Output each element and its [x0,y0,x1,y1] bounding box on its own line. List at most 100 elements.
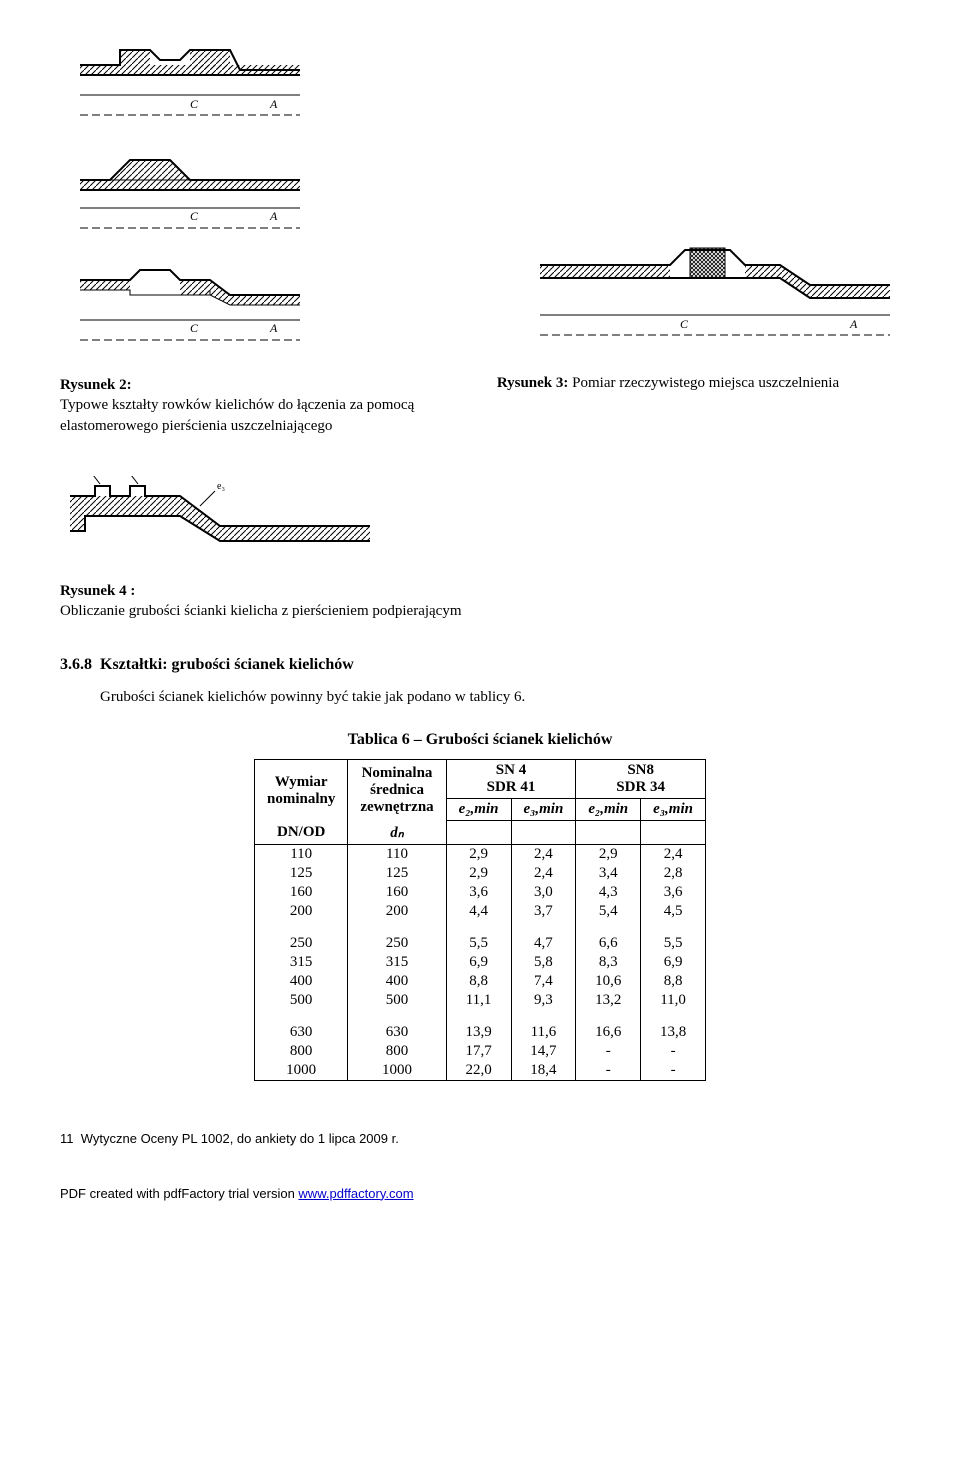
pdf-text: PDF created with pdfFactory trial versio… [60,1186,298,1201]
th-e2a: e₂,min [446,799,511,821]
pdf-link[interactable]: www.pdffactory.com [298,1186,413,1201]
table-cell: 500 [348,991,446,1010]
svg-text:e₁: e₁ [85,476,93,477]
table-6: Wymiar nominalny Nominalna średnica zewn… [254,759,706,1081]
table-cell: 1000 [255,1061,348,1081]
table-cell: 5,8 [511,953,576,972]
table-cell: 16,6 [576,1010,641,1042]
section-title: Kształtki: grubości ścianek kielichów [100,656,354,673]
table-body: 1101102,92,42,92,41251252,92,43,42,81601… [255,844,706,1080]
svg-text:e₃: e₃ [217,481,225,492]
table-cell: 9,3 [511,991,576,1010]
table-cell: 125 [348,864,446,883]
table-cell: 18,4 [511,1061,576,1081]
table-cell: 22,0 [446,1061,511,1081]
footer: 11 Wytyczne Oceny PL 1002, do ankiety do… [60,1131,900,1146]
table-cell: 4,5 [641,902,706,921]
table-cell: 11,0 [641,991,706,1010]
table-cell: 13,2 [576,991,641,1010]
table-cell: 13,8 [641,1010,706,1042]
table-cell: 800 [255,1042,348,1061]
fig4-caption: Rysunek 4 : Obliczanie grubości ścianki … [60,581,900,622]
table-row: 1101102,92,42,92,4 [255,844,706,864]
section-body: Grubości ścianek kielichów powinny być t… [100,689,900,706]
svg-text:C: C [190,209,199,223]
table-cell: 6,6 [576,921,641,953]
table-row: 1251252,92,43,42,8 [255,864,706,883]
footer-page: 11 [60,1131,74,1146]
svg-text:C: C [190,321,199,335]
table-cell: 8,3 [576,953,641,972]
table-cell: 4,7 [511,921,576,953]
table-cell: 315 [348,953,446,972]
table-row: 63063013,911,616,613,8 [255,1010,706,1042]
table-cell: - [641,1042,706,1061]
table-row: 3153156,95,88,36,9 [255,953,706,972]
table-row: 4004008,87,410,68,8 [255,972,706,991]
fig3-diagram: C A [530,230,900,355]
table-cell: 4,3 [576,883,641,902]
table-cell: 6,9 [446,953,511,972]
th-sn4: SN 4 SDR 41 [446,760,576,799]
section-heading: 3.6.8 Kształtki: grubości ścianek kielic… [60,656,900,674]
table-cell: 14,7 [511,1042,576,1061]
fig4-block: e₁ e₂ e₃ Rysunek 4 : Obliczanie grubości… [60,476,900,622]
table-cell: 2,9 [446,864,511,883]
table-cell: 5,5 [641,921,706,953]
table-cell: 7,4 [511,972,576,991]
fig3-text: Pomiar rzeczywistego miejsca uszczelnien… [572,375,839,391]
diagram-socket-3: C A [60,260,320,355]
svg-text:A: A [269,321,278,335]
table-cell: 17,7 [446,1042,511,1061]
th-col1: Wymiar nominalny [255,760,348,821]
svg-text:A: A [269,209,278,223]
table-row: 80080017,714,7-- [255,1042,706,1061]
table-cell: 3,4 [576,864,641,883]
table-cell: 8,8 [446,972,511,991]
table-cell: 11,1 [446,991,511,1010]
fig3-title: Rysunek 3: [497,375,569,391]
table-cell: 8,8 [641,972,706,991]
svg-text:A: A [849,317,858,331]
svg-text:C: C [190,97,199,111]
table-cell: 1000 [348,1061,446,1081]
table-row: 2502505,54,76,65,5 [255,921,706,953]
table-cell: 160 [255,883,348,902]
top-diagram-row: C A C A C A [60,40,900,355]
table-cell: 11,6 [511,1010,576,1042]
table-cell: 2,4 [511,864,576,883]
fig4-text: Obliczanie grubości ścianki kielicha z p… [60,603,462,619]
table-row: 2002004,43,75,44,5 [255,902,706,921]
table-cell: 110 [255,844,348,864]
table-cell: 200 [255,902,348,921]
table-cell: - [576,1042,641,1061]
table-cell: 4,4 [446,902,511,921]
svg-text:C: C [680,317,689,331]
th-e2b: e₂,min [576,799,641,821]
table-cell: 2,9 [576,844,641,864]
table-cell: - [576,1061,641,1081]
table-cell: 2,9 [446,844,511,864]
fig2-caption: Rysunek 2: Typowe kształty rowków kielic… [60,375,438,436]
caption-row-top: Rysunek 2: Typowe kształty rowków kielic… [60,375,900,436]
th-e3b: e₃,min [641,799,706,821]
table-cell: 500 [255,991,348,1010]
table-cell: 125 [255,864,348,883]
table-cell: 800 [348,1042,446,1061]
table-cell: 3,7 [511,902,576,921]
table-cell: 250 [348,921,446,953]
table-cell: 2,8 [641,864,706,883]
fig2-text: Typowe kształty rowków kielichów do łącz… [60,397,414,433]
table-cell: 315 [255,953,348,972]
table-cell: 10,6 [576,972,641,991]
table-cell: 400 [348,972,446,991]
section-num: 3.6.8 [60,656,92,673]
table-cell: 630 [348,1010,446,1042]
table-cell: 2,4 [641,844,706,864]
th-dn: dₙ [348,821,446,845]
table-cell: 3,0 [511,883,576,902]
th-sn8: SN8 SDR 34 [576,760,706,799]
table-row: 1000100022,018,4-- [255,1061,706,1081]
table-cell: 160 [348,883,446,902]
table-cell: 5,5 [446,921,511,953]
